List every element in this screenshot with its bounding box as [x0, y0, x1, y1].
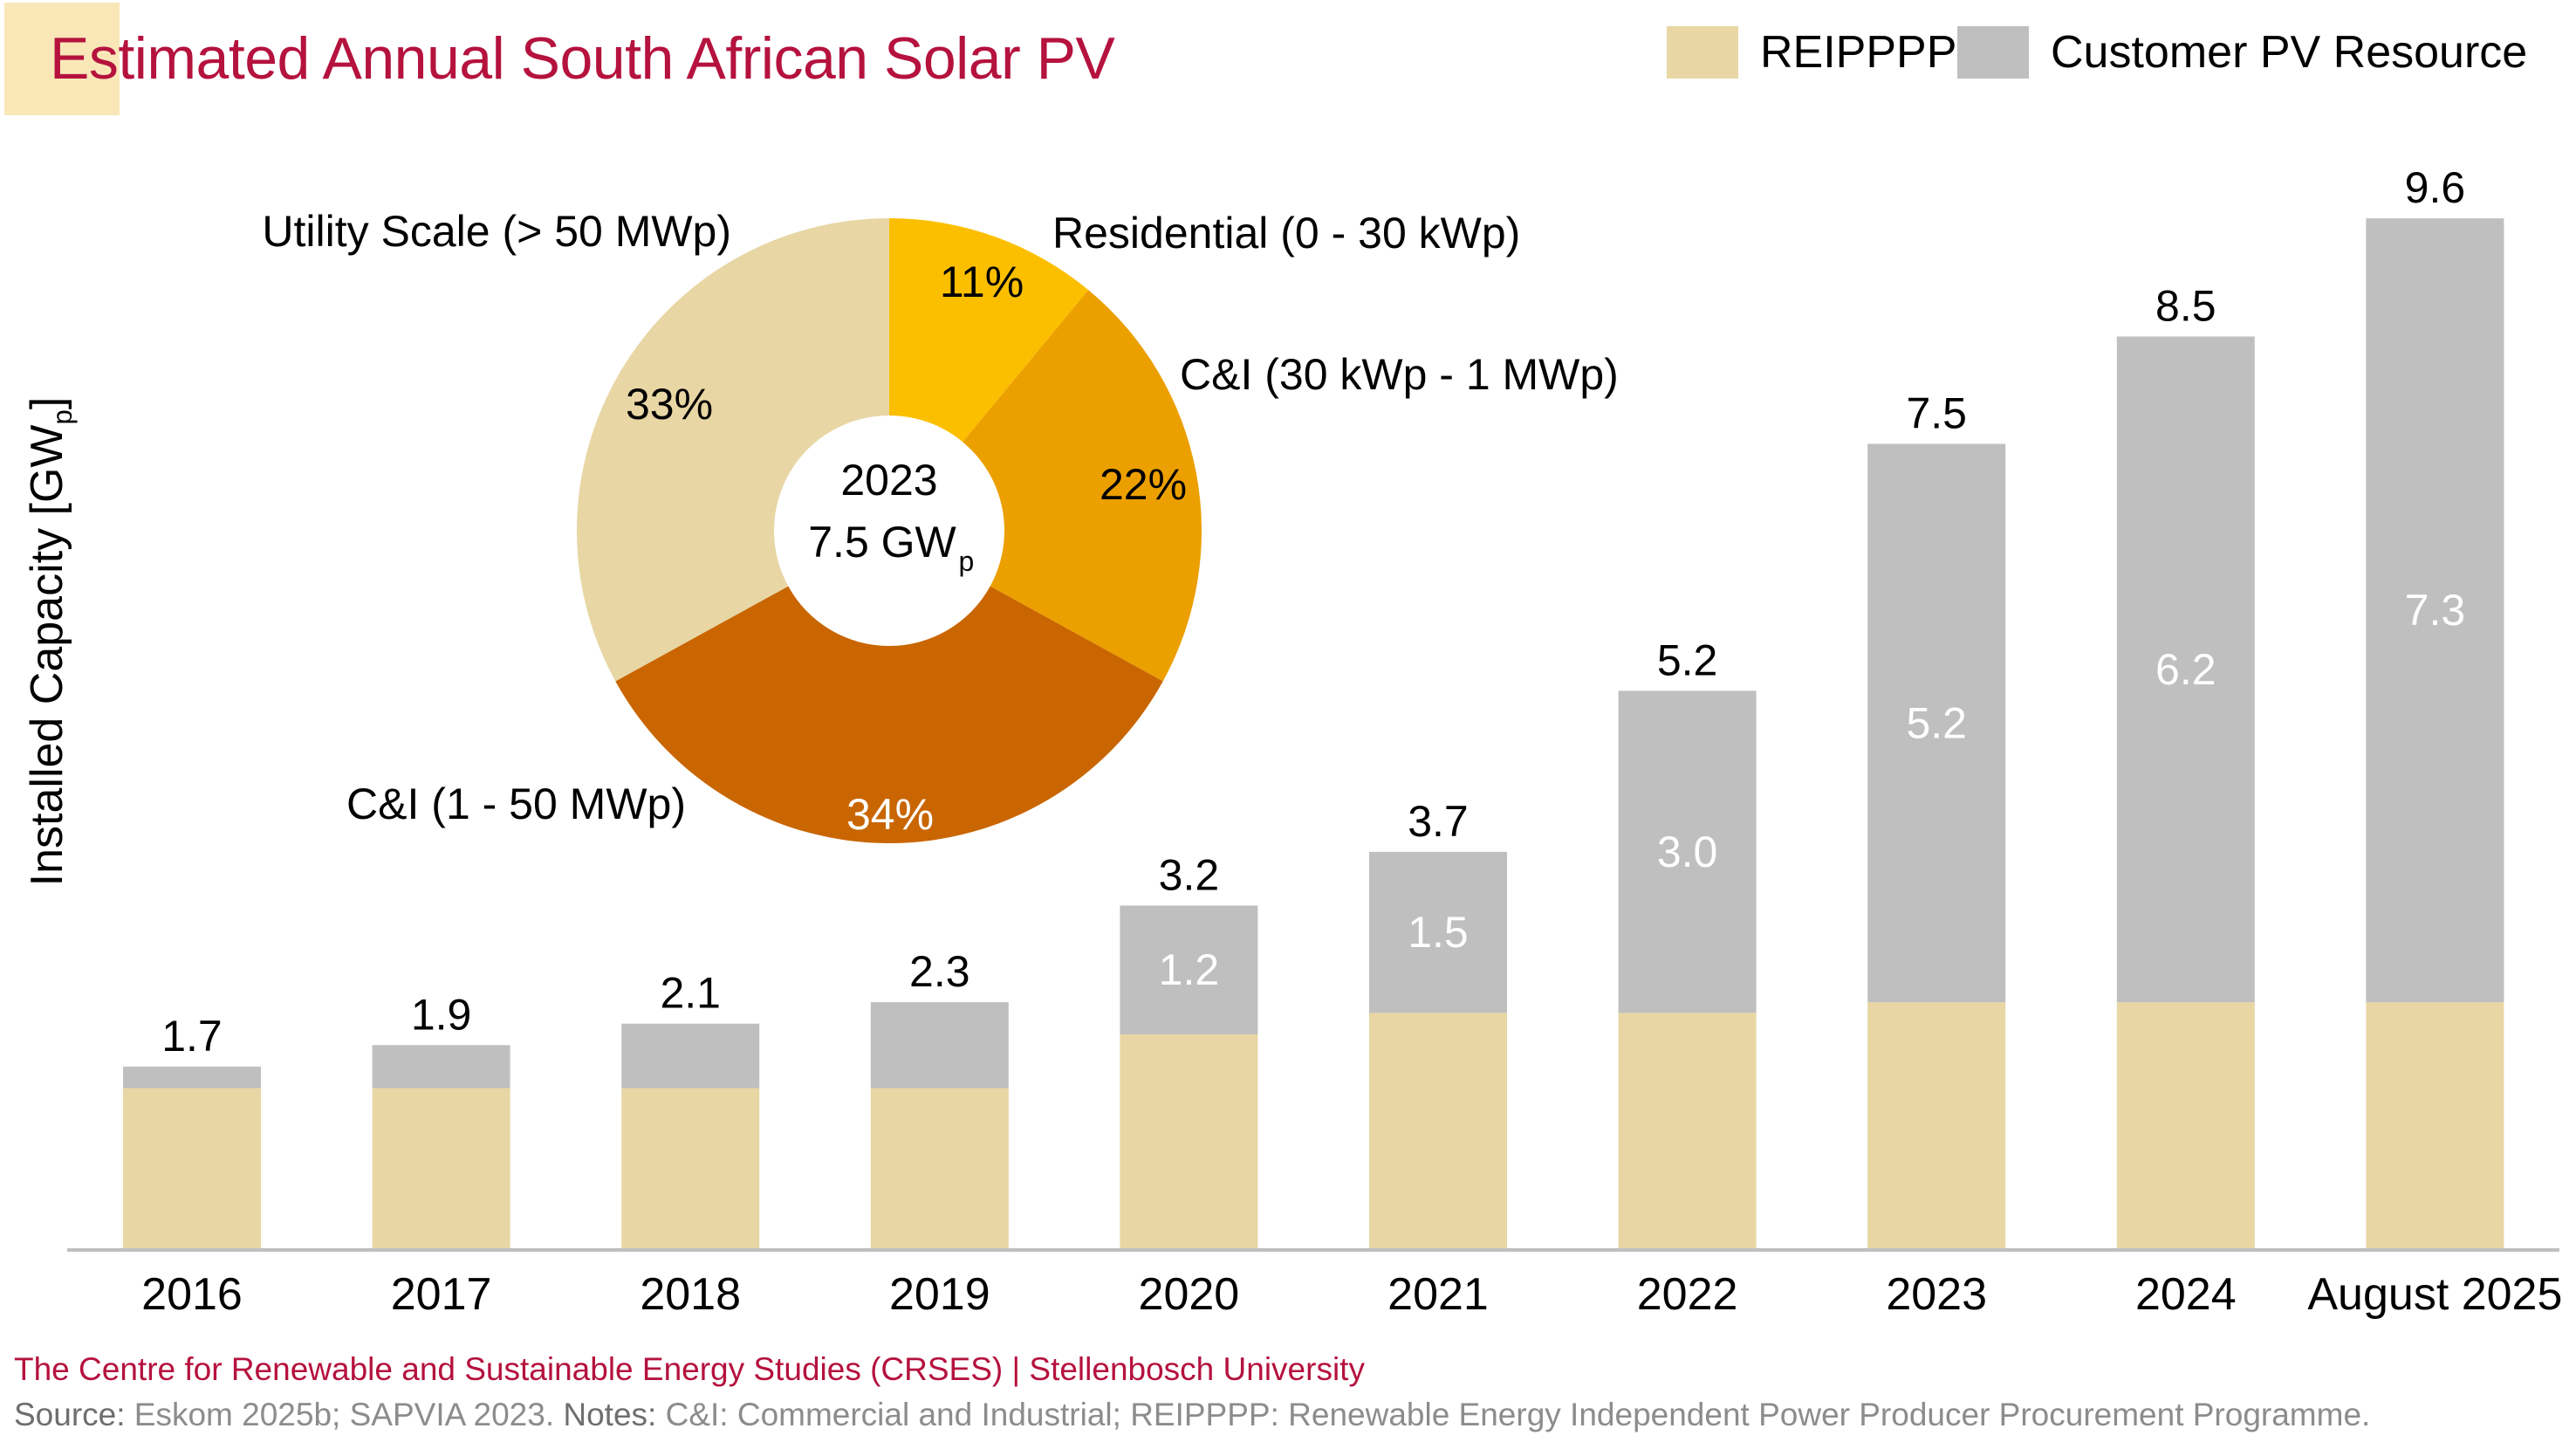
- bar-customer-pv: [870, 1002, 1009, 1088]
- bar-customer-pv: [2366, 218, 2504, 1003]
- bar-total-label: 1.7: [161, 1012, 223, 1061]
- donut-category-label: Residential (0 - 30 kWp): [1052, 209, 1520, 258]
- donut-slice: [577, 218, 889, 682]
- bar-reipppp: [1618, 1013, 1757, 1249]
- bar-total-label: 1.9: [411, 990, 472, 1039]
- notes-label: Notes:: [554, 1397, 657, 1432]
- bar-reipppp: [2366, 1002, 2504, 1249]
- legend-swatch-reipppp: [1667, 26, 1738, 79]
- bar-reipppp: [372, 1088, 510, 1249]
- x-tick-label: 2022: [1637, 1269, 1738, 1320]
- footer-source-notes: Source: Eskom 2025b; SAPVIA 2023. Notes:…: [14, 1397, 2370, 1433]
- donut-category-label: C&I (30 kWp - 1 MWp): [1180, 350, 1619, 399]
- bar-total-label: 9.6: [2405, 163, 2466, 212]
- x-tick-label: 2017: [391, 1269, 492, 1320]
- donut-percent-label: 11%: [940, 258, 1024, 306]
- bar-customer-pv: [1618, 690, 1757, 1013]
- bar-reipppp: [870, 1088, 1009, 1249]
- x-tick-label: 2024: [2135, 1269, 2237, 1320]
- bar-segment-label: 5.2: [1906, 698, 1967, 747]
- bar-total-label: 2.3: [909, 947, 970, 996]
- footer-organization: The Centre for Renewable and Sustainable…: [14, 1351, 1365, 1387]
- legend-label-reipppp: REIPPPP: [1760, 27, 1957, 78]
- donut-center-year: 2023: [840, 456, 937, 505]
- x-tick-label: 2020: [1139, 1269, 1240, 1320]
- source-text: Eskom 2025b; SAPVIA 2023.: [125, 1397, 555, 1432]
- donut-slice: [963, 290, 1202, 682]
- bar-total-label: 3.7: [1408, 797, 1469, 846]
- bar-segment-label: 6.2: [2155, 645, 2216, 694]
- legend-swatch-customer-pv: [1957, 26, 2029, 79]
- donut-center-value: 7.5 GW: [808, 518, 956, 567]
- x-tick-label: 2019: [889, 1269, 990, 1320]
- chart-title: Estimated Annual South African Solar PV: [50, 25, 1115, 92]
- x-tick-label: 2018: [640, 1269, 741, 1320]
- bar-reipppp: [1369, 1013, 1507, 1249]
- bar-total-label: 5.2: [1657, 635, 1718, 684]
- x-tick-label: 2023: [1886, 1269, 1987, 1320]
- x-tick-label: 2021: [1387, 1269, 1489, 1320]
- donut-percent-label: 22%: [1100, 460, 1187, 509]
- bar-segment-label: 1.5: [1408, 908, 1469, 957]
- title-accent-box: [4, 3, 120, 115]
- x-tick-label: 2016: [141, 1269, 243, 1320]
- bar-customer-pv: [621, 1023, 760, 1088]
- x-tick-label: August 2025: [2307, 1269, 2562, 1320]
- bar-customer-pv: [1369, 851, 1507, 1013]
- donut-percent-label: 33%: [626, 380, 713, 429]
- bar-customer-pv: [372, 1045, 510, 1088]
- bar-customer-pv: [123, 1066, 261, 1088]
- source-label: Source:: [14, 1397, 126, 1432]
- bar-segment-label: 3.0: [1657, 828, 1718, 876]
- bar-reipppp: [123, 1088, 261, 1249]
- bar-segment-label: 7.3: [2405, 586, 2466, 635]
- bar-total-label: 3.2: [1159, 850, 1220, 899]
- bar-customer-pv: [1867, 443, 2006, 1003]
- bar-reipppp: [1867, 1002, 2006, 1249]
- donut-percent-label: 34%: [846, 790, 934, 839]
- bar-chart: 1.7 2016 1.9 2017 2.1 2018 2.3 2019 3.2 1.2 2020 3.…: [123, 163, 2562, 1320]
- bar-reipppp: [621, 1088, 760, 1249]
- bar-customer-pv: [1120, 905, 1258, 1034]
- bar-total-label: 7.5: [1906, 389, 1967, 438]
- donut-slice: [889, 218, 1089, 443]
- donut-category-label: C&I (1 - 50 MWp): [346, 779, 686, 828]
- legend-label-customer-pv: Customer PV Resource: [2051, 27, 2528, 78]
- bar-total-label: 2.1: [660, 969, 721, 1018]
- donut-category-label: Utility Scale (> 50 MWp): [262, 207, 731, 256]
- bar-reipppp: [1120, 1034, 1258, 1249]
- bar-total-label: 8.5: [2155, 282, 2216, 331]
- bar-customer-pv: [2116, 336, 2255, 1003]
- bar-reipppp: [2116, 1002, 2255, 1249]
- donut-slice: [615, 586, 1163, 844]
- donut-chart: 11% Residential (0 - 30 kWp) 22% C&I (30 kW…: [262, 207, 1619, 844]
- bar-segment-label: 1.2: [1159, 945, 1220, 994]
- donut-center-subscript: p: [959, 546, 975, 577]
- notes-text: C&I: Commercial and Industrial; REIPPPP:…: [656, 1397, 2371, 1432]
